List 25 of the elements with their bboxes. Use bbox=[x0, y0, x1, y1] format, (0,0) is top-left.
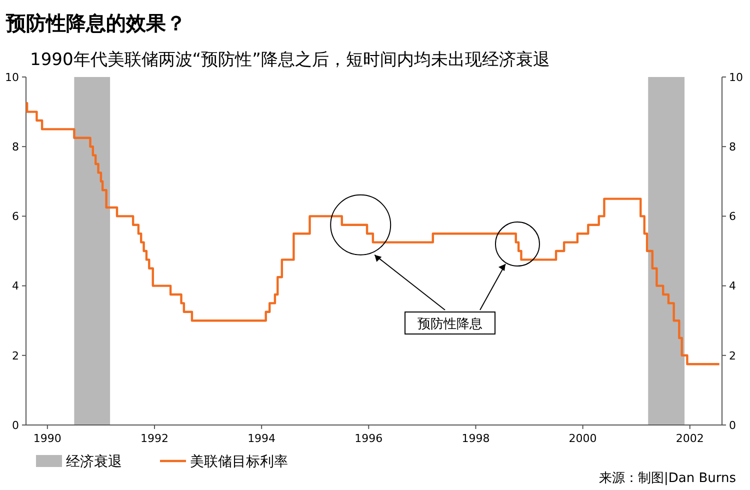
x-tick-label: 1996 bbox=[354, 432, 383, 445]
y2-tick-label: 4 bbox=[729, 280, 736, 293]
y2-tick-label: 10 bbox=[729, 70, 743, 84]
legend-label: 美联储目标利率 bbox=[190, 454, 288, 470]
y-tick-label: 6 bbox=[12, 210, 19, 224]
x-tick-label: 2000 bbox=[568, 432, 597, 445]
x-tick-label: 1994 bbox=[248, 432, 276, 445]
y2-tick-label: 2 bbox=[729, 349, 736, 362]
chart-subtitle: 1990年代美联储两波“预防性”降息之后，短时间内均未出现经济衰退 bbox=[30, 50, 550, 70]
annotation: 预防性降息 bbox=[418, 317, 482, 332]
legend-label: 经济衰退 bbox=[66, 454, 122, 470]
x-tick-label: 2002 bbox=[676, 432, 704, 445]
x-tick-label: 1998 bbox=[462, 432, 490, 445]
chart-title: 预防性降息的效果？ bbox=[5, 11, 186, 35]
y-tick-label: 10 bbox=[5, 70, 19, 84]
x-tick-label: 1992 bbox=[140, 432, 168, 445]
source-note: 来源：制图|Dan Burns bbox=[598, 471, 736, 486]
y2-tick-label: 0 bbox=[729, 418, 736, 432]
y2-tick-label: 6 bbox=[729, 210, 736, 224]
x-tick-label: 1990 bbox=[33, 432, 62, 445]
y-tick-label: 4 bbox=[12, 280, 19, 293]
y-tick-label: 8 bbox=[12, 140, 19, 154]
y2-tick-label: 8 bbox=[729, 140, 736, 154]
y-tick-label: 0 bbox=[12, 418, 19, 432]
y-tick-label: 2 bbox=[12, 349, 19, 362]
